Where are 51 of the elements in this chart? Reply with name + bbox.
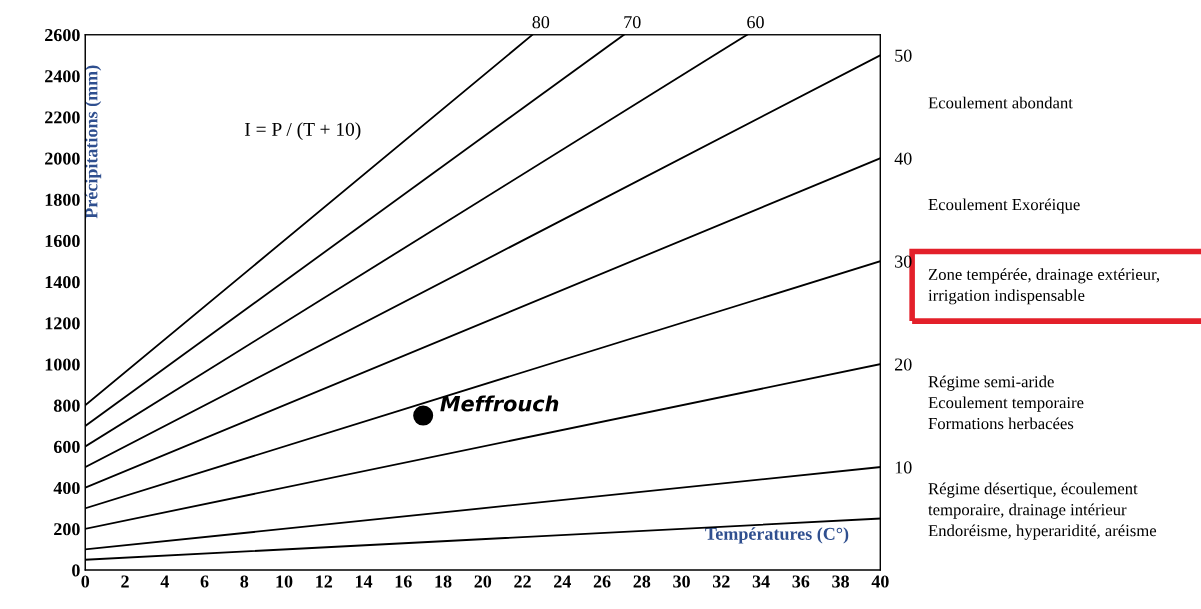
x-tick-label: 4	[160, 575, 169, 588]
x-tick-label: 28	[633, 575, 651, 588]
y-tick-label: 1000	[45, 358, 80, 371]
y-tick-label: 600	[53, 440, 80, 453]
annotation: 70	[624, 16, 641, 29]
x-tick-label: 34	[752, 575, 770, 588]
x-tick-label: 6	[200, 575, 209, 588]
x-tick-label: 0	[81, 575, 90, 588]
x-tick-label: 26	[593, 575, 611, 588]
y-tick-label: 2200	[45, 111, 80, 124]
x-tick-label: 30	[673, 575, 690, 588]
y-tick-label: 1400	[45, 276, 80, 289]
y-tick-label: 0	[72, 564, 80, 577]
x-tick-label: 24	[554, 575, 571, 588]
text: Ecoulement Exoréique	[928, 198, 1080, 214]
y2-tick-label: 40	[894, 152, 912, 165]
y-tick-label: 2000	[45, 152, 80, 165]
x-tick-label: 32	[712, 575, 730, 588]
x-tick-label: 38	[832, 575, 850, 588]
y2-tick-label: 50	[895, 49, 912, 62]
annotation: 80	[532, 16, 550, 29]
y-tick-label: 1800	[45, 193, 80, 206]
text: Zone tempérée, drainage extérieur, irrigation indispensable	[928, 268, 1160, 305]
text: Régime semi-aride Ecoulement temporaire Formations herbacées	[928, 375, 1084, 430]
x-tick-label: 36	[792, 575, 810, 588]
y-tick-label: 2400	[45, 70, 80, 83]
annotation: Meffrouch	[440, 395, 559, 412]
x-tick-label: 14	[355, 575, 373, 588]
y-tick-label: 800	[53, 399, 80, 412]
y-tick-label: 400	[53, 481, 80, 495]
x-tick-label: 40	[871, 575, 889, 588]
annotation: 60	[747, 16, 764, 29]
x-axis-title: Températures (C°)	[705, 527, 849, 544]
y-axis-title: Précipitations (mm)	[84, 65, 102, 219]
text: Régime désertique, écoulement temporaire, drainage intérieur Endoréisme, hyperaridité, aréisme	[928, 482, 1157, 540]
x-tick-label: 12	[316, 575, 333, 588]
y-tick-label: 1600	[45, 234, 80, 248]
text: Ecoulement abondant	[928, 96, 1073, 109]
x-tick-label: 10	[276, 575, 293, 588]
y-tick-label: 200	[54, 523, 80, 536]
y-tick-label: 1200	[45, 317, 80, 330]
x-tick-label: 20	[474, 575, 492, 588]
y2-tick-label: 20	[895, 358, 912, 371]
y-tick-label: 2600	[45, 28, 80, 42]
x-tick-label: 22	[514, 575, 531, 588]
x-tick-label: 16	[395, 575, 412, 588]
annotation: I = P / (T + 10)	[244, 122, 361, 140]
x-tick-label: 18	[435, 575, 452, 588]
y2-tick-label: 10	[895, 461, 912, 474]
x-tick-label: 2	[121, 575, 129, 588]
x-tick-label: 8	[240, 575, 249, 588]
